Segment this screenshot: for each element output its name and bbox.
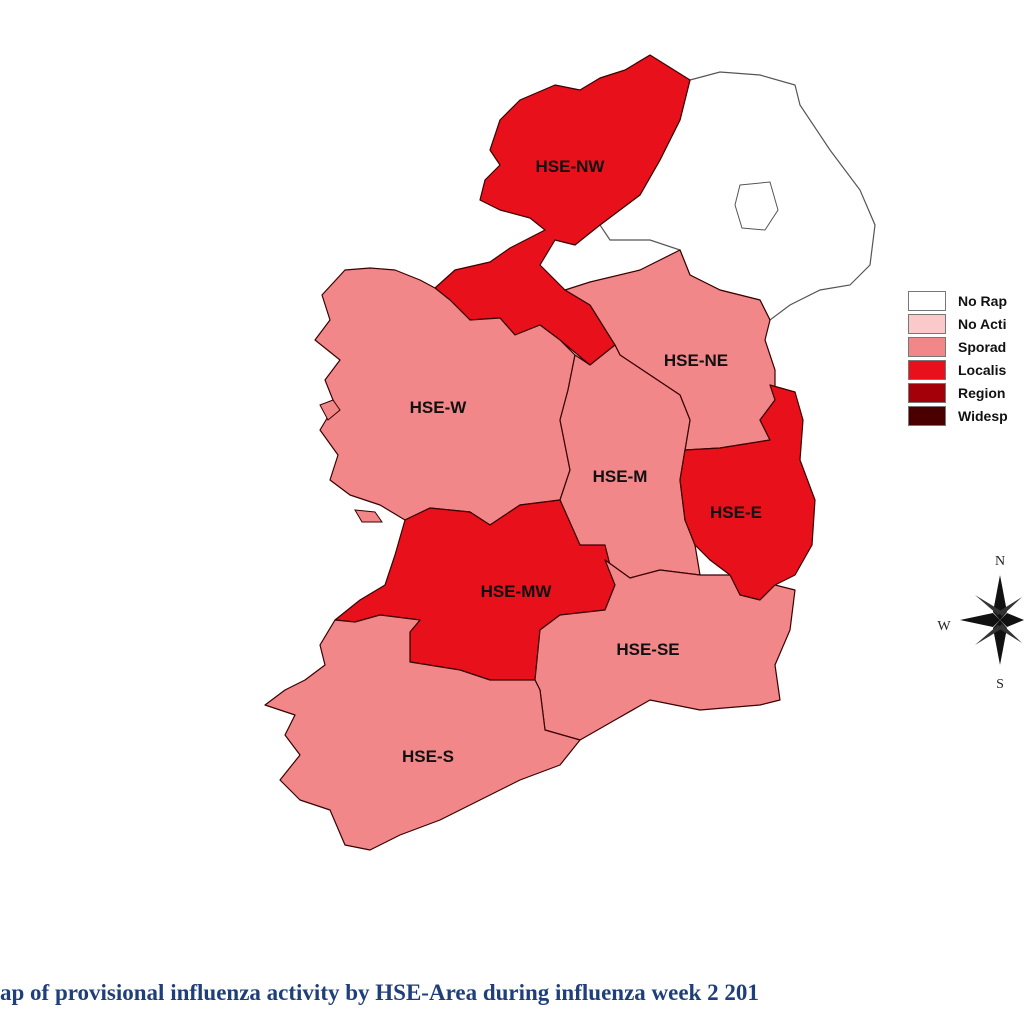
legend-swatch bbox=[908, 405, 946, 426]
legend-label: Localis bbox=[958, 361, 1007, 378]
legend-item: Sporad bbox=[908, 335, 1024, 358]
legend-swatch bbox=[908, 313, 946, 334]
legend-label: No Acti bbox=[958, 315, 1007, 332]
compass-west-label: W bbox=[937, 619, 951, 634]
region-label-hse-mw: HSE-MW bbox=[481, 582, 553, 601]
legend: No Rap No Acti Sporad Localis Region Wid… bbox=[908, 289, 1024, 427]
compass-south-label: S bbox=[996, 677, 1004, 692]
compass-north-label: N bbox=[995, 554, 1005, 569]
region-label-hse-m: HSE-M bbox=[593, 467, 648, 486]
legend-item: No Acti bbox=[908, 312, 1024, 335]
region-label-hse-s: HSE-S bbox=[402, 747, 454, 766]
region-label-hse-nw: HSE-NW bbox=[536, 157, 606, 176]
region-hse-w-island bbox=[354, 509, 383, 523]
legend-item: Localis bbox=[908, 358, 1024, 381]
legend-swatch bbox=[908, 382, 946, 403]
region-label-hse-w: HSE-W bbox=[410, 398, 468, 417]
region-label-hse-ne: HSE-NE bbox=[664, 351, 728, 370]
lough-neagh bbox=[734, 181, 779, 231]
compass-rose-icon: N S W bbox=[937, 554, 1024, 692]
region-label-hse-e: HSE-E bbox=[710, 503, 762, 522]
legend-swatch bbox=[908, 359, 946, 380]
legend-item: Widesp bbox=[908, 404, 1024, 427]
legend-swatch bbox=[908, 336, 946, 357]
region-hse-s[interactable] bbox=[264, 614, 581, 851]
legend-label: Sporad bbox=[958, 338, 1007, 355]
region-hse-w-island bbox=[319, 399, 341, 421]
legend-item: Region bbox=[908, 381, 1024, 404]
region-label-hse-se: HSE-SE bbox=[616, 640, 679, 659]
legend-label: Region bbox=[958, 384, 1006, 401]
legend-label: No Rap bbox=[958, 292, 1007, 309]
legend-swatch bbox=[908, 290, 946, 311]
figure-caption: ap of provisional influenza activity by … bbox=[0, 980, 759, 1005]
legend-item: No Rap bbox=[908, 289, 1024, 312]
region-hse-se[interactable] bbox=[534, 559, 796, 741]
legend-label: Widesp bbox=[958, 407, 1008, 424]
